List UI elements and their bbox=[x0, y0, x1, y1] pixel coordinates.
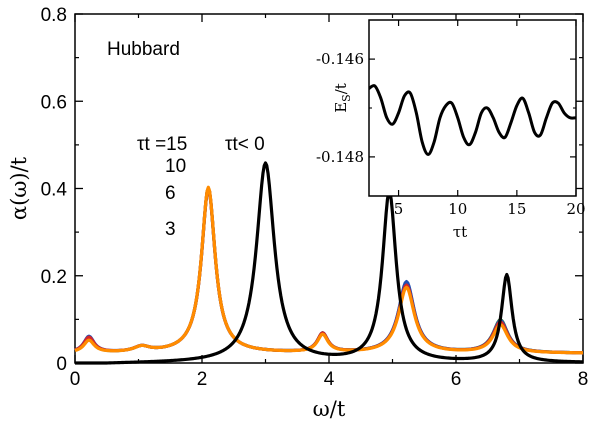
inset-x-tick-label: 20 bbox=[566, 200, 585, 218]
main-y-axis-label: α(ω)/t bbox=[7, 156, 31, 220]
inset-series-group bbox=[368, 84, 577, 156]
x-tick-label: 2 bbox=[197, 369, 208, 390]
tau-value-label: 10 bbox=[165, 156, 186, 177]
inset-x-tick-label: 10 bbox=[448, 200, 467, 218]
y-tick-label: 0.2 bbox=[41, 267, 67, 288]
main-series-group bbox=[74, 161, 584, 365]
y-tick-label: 0.8 bbox=[41, 5, 67, 26]
inset-axis-ticks: 5 10 15 20 -0.146 -0.148 bbox=[316, 20, 586, 218]
x-tick-label: 8 bbox=[578, 369, 589, 390]
x-tick-label: 0 bbox=[70, 369, 81, 390]
inset-y-tick-label: -0.146 bbox=[316, 50, 364, 68]
x-tick-label: 4 bbox=[324, 369, 335, 390]
y-tick-label: 0 bbox=[56, 354, 67, 375]
x-tick-label: 6 bbox=[451, 369, 462, 390]
negative-tau-annotation: τt< 0 bbox=[225, 134, 265, 155]
inset-x-tick-label: 15 bbox=[507, 200, 526, 218]
series-line bbox=[74, 161, 584, 365]
inset-x-axis-label: τt bbox=[453, 223, 467, 241]
inset-y-axis-label: ES/t bbox=[332, 83, 353, 113]
tau-annotation: τt =15 bbox=[137, 134, 187, 155]
main-x-axis-label: ω/t bbox=[313, 397, 346, 421]
inset-series-line bbox=[368, 84, 577, 156]
inset-plot-frame bbox=[368, 19, 577, 197]
y-tick-label: 0.4 bbox=[41, 180, 68, 201]
tau-value-label: 3 bbox=[165, 219, 176, 240]
model-annotation: Hubbard bbox=[107, 39, 180, 60]
y-tick-label: 0.6 bbox=[41, 92, 67, 113]
inset-x-tick-label: 5 bbox=[394, 200, 404, 218]
tau-value-label: 6 bbox=[165, 183, 176, 204]
inset-y-tick-label: -0.148 bbox=[316, 148, 364, 166]
